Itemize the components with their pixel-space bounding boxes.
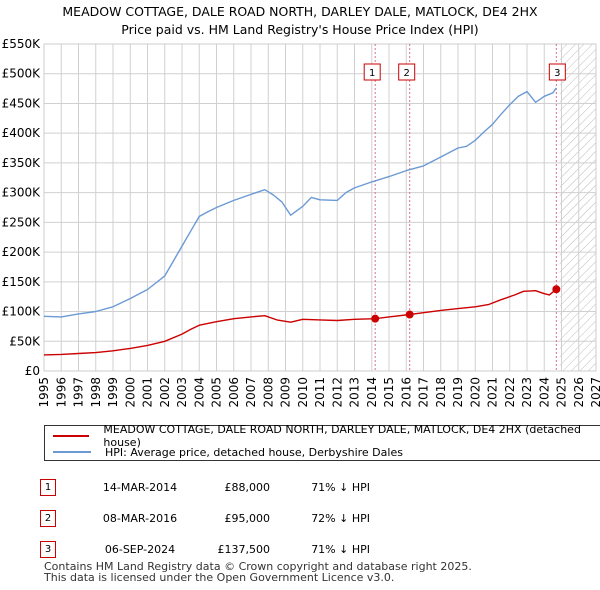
x-tick-label: 2027: [589, 377, 600, 408]
transaction-hpi-diff: 71% ↓ HPI: [311, 481, 370, 494]
transaction-hpi-diff: 71% ↓ HPI: [311, 543, 370, 556]
transaction-hpi-diff: 72% ↓ HPI: [311, 512, 370, 525]
x-tick-label: 2013: [348, 377, 362, 408]
marker-box-3: [548, 63, 566, 81]
x-tick-label: 2023: [520, 377, 534, 408]
x-tick-label: 2002: [158, 377, 172, 408]
y-tick-label: £450K: [2, 96, 42, 110]
footer: Contains HM Land Registry data © Crown c…: [44, 561, 472, 583]
forecast-hatch-region: [559, 44, 596, 371]
chart-legend: MEADOW COTTAGE, DALE ROAD NORTH, DARLEY …: [44, 423, 600, 461]
transaction-date: 06-SEP-2024: [104, 543, 176, 556]
footer-licence: This data is licensed under the Open Gov…: [44, 571, 395, 584]
legend-item-hpi: HPI: Average price, detached house, Derb…: [53, 444, 403, 460]
transactions-table: 1 14-MAR-2014 £88,000 71% ↓ HPI 2 08-MAR…: [40, 472, 370, 565]
x-tick-label: 2003: [175, 377, 189, 408]
transaction-price: £95,000: [224, 512, 271, 525]
x-tick-label: 2016: [399, 377, 413, 408]
x-tick-label: 2005: [210, 377, 224, 408]
x-tick-label: 1998: [89, 377, 103, 408]
x-tick-label: 2025: [555, 377, 569, 408]
x-tick-label: 2022: [503, 377, 517, 408]
chart-subtitle: Price paid vs. HM Land Registry's House …: [121, 22, 479, 37]
x-tick-label: 2019: [451, 377, 465, 408]
marker-label-1: 1: [369, 68, 375, 79]
chart-title: MEADOW COTTAGE, DALE ROAD NORTH, DARLEY …: [62, 4, 538, 19]
plot-border: [43, 43, 597, 372]
y-tick-label: £300K: [2, 186, 42, 200]
y-tick-label: £350K: [2, 156, 42, 170]
x-tick-label: 1995: [37, 377, 51, 408]
y-tick-label: £150K: [2, 275, 42, 289]
x-tick-label: 2026: [572, 377, 586, 408]
marker-box-1: [363, 63, 381, 81]
legend-swatch-property: [53, 435, 90, 437]
legend-label-property: MEADOW COTTAGE, DALE ROAD NORTH, DARLEY …: [103, 423, 581, 449]
marker-label-3: 3: [554, 68, 560, 79]
x-tick-label: 2001: [141, 377, 155, 408]
transaction-price: £88,000: [224, 481, 271, 494]
x-tick-label: 2007: [244, 377, 258, 408]
marker-label-2: 2: [404, 68, 410, 79]
x-tick-label: 2014: [365, 377, 379, 408]
x-tick-label: 1999: [106, 377, 120, 408]
property-series-line: [43, 288, 557, 356]
x-tick-label: 2015: [382, 377, 396, 408]
x-tick-label: 2009: [279, 377, 293, 408]
y-tick-label: £250K: [2, 215, 42, 229]
sale-point-1: [371, 314, 380, 323]
x-tick-label: 2004: [192, 377, 206, 408]
y-tick-label: £200K: [2, 245, 42, 259]
x-tick-label: 2000: [123, 377, 137, 408]
legend-label-hpi: HPI: Average price, detached house, Derb…: [105, 445, 403, 459]
sale-point-2: [405, 310, 414, 319]
x-tick-label: 1996: [54, 377, 68, 408]
table-row: 1 14-MAR-2014 £88,000 71% ↓ HPI: [40, 472, 370, 503]
footer-copyright: Contains HM Land Registry data © Crown c…: [44, 560, 472, 573]
legend-swatch-hpi: [53, 451, 91, 453]
transaction-number: 1: [40, 479, 56, 496]
table-row: 3 06-SEP-2024 £137,500 71% ↓ HPI: [40, 534, 370, 565]
x-tick-label: 2024: [537, 377, 551, 408]
y-tick-label: £100K: [2, 305, 42, 319]
x-tick-label: 2008: [261, 377, 275, 408]
hpi-series-line: [43, 87, 557, 318]
x-tick-label: 2021: [486, 377, 500, 408]
x-tick-label: 2011: [313, 377, 327, 408]
table-row: 2 08-MAR-2016 £95,000 72% ↓ HPI: [40, 503, 370, 534]
transaction-price: £137,500: [217, 543, 271, 556]
y-tick-label: £0: [25, 364, 40, 378]
transaction-number: 3: [40, 541, 56, 558]
x-tick-label: 2017: [417, 377, 431, 408]
x-tick-label: 2010: [296, 377, 310, 408]
legend-item-property: MEADOW COTTAGE, DALE ROAD NORTH, DARLEY …: [53, 423, 600, 449]
sale-point-3: [552, 285, 561, 294]
transaction-number: 2: [40, 510, 56, 527]
x-tick-label: 2006: [227, 377, 241, 408]
y-tick-label: £50K: [9, 334, 41, 348]
transaction-date: 08-MAR-2016: [102, 512, 178, 525]
marker-box-2: [398, 63, 416, 81]
transaction-date: 14-MAR-2014: [102, 481, 178, 494]
x-tick-label: 2018: [434, 377, 448, 408]
x-tick-label: 1997: [72, 377, 86, 408]
x-tick-label: 2020: [468, 377, 482, 408]
y-tick-label: £550K: [2, 37, 42, 51]
y-tick-label: £500K: [2, 67, 42, 81]
x-tick-label: 2012: [330, 377, 344, 408]
price-chart: £0 £50K £100K £150K £200K £250K £300K £350K £400…: [2, 37, 600, 408]
y-tick-label: £400K: [2, 126, 42, 140]
